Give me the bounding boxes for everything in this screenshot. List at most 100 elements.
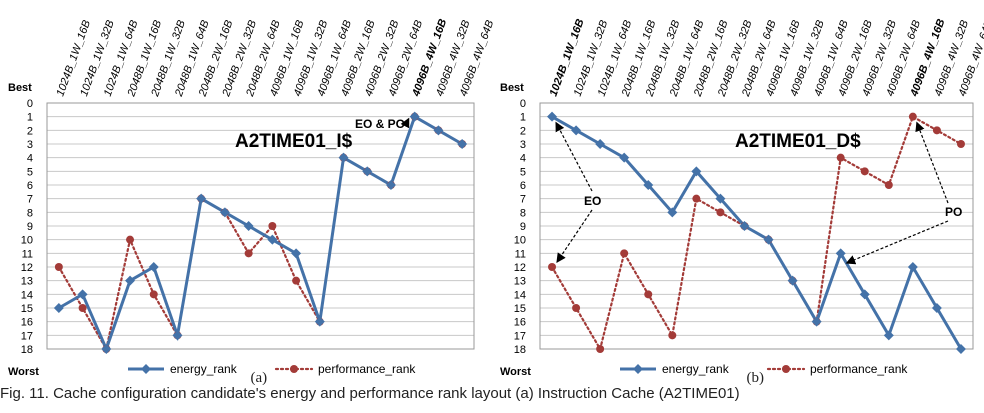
- chart-1-y-tick-label: 2: [27, 125, 33, 137]
- chart-1-point-energy: [385, 180, 396, 190]
- chart-2-y-tick-label: 8: [520, 207, 526, 219]
- chart-1-point-energy: [291, 248, 302, 259]
- chart-2-y-tick-label: 9: [520, 221, 526, 233]
- chart-2-legend-marker-performance: [782, 365, 790, 373]
- chart-1-point-energy: [148, 262, 159, 272]
- chart-1-point-energy: [433, 125, 444, 136]
- chart-2-point-performance: [956, 140, 965, 148]
- chart-1-y-tick-label: 9: [27, 221, 33, 233]
- chart-2-y-tick-label: 7: [520, 194, 526, 206]
- chart-2-annotation-arrow-eo-2: [556, 209, 593, 263]
- chart-2-point-performance: [548, 263, 557, 271]
- chart-2-point-performance: [884, 181, 893, 189]
- chart-2-annotation-label-po: PO: [945, 205, 962, 219]
- chart-1-point-energy: [362, 166, 373, 177]
- chart-2-annotation-arrow-eo-1: [555, 121, 593, 192]
- chart-1-y-tick-label: 4: [27, 153, 33, 165]
- chart-canvas: 0123456789101112131415161718BestWorst102…: [8, 17, 984, 385]
- chart-1-point-performance: [244, 249, 253, 258]
- chart-2-y-tick-label: 16: [514, 317, 526, 329]
- chart-2-point-energy: [835, 248, 846, 259]
- chart-1-y-tick-label: 16: [21, 317, 33, 329]
- chart-1-annotation-label: EO & PO: [355, 117, 405, 131]
- chart-2-point-performance: [716, 208, 725, 217]
- chart-2-y-tick-label: 11: [515, 248, 526, 260]
- chart-2-point-energy: [907, 262, 918, 272]
- chart-2-y-tick-label: 3: [520, 139, 526, 151]
- chart-2-worst-label: Worst: [500, 366, 531, 378]
- chart-2-legend-label-performance: performance_rank: [810, 362, 908, 376]
- chart-1-point-energy: [243, 221, 254, 231]
- chart-2-point-energy: [547, 111, 558, 122]
- chart-1-point-energy: [196, 193, 207, 204]
- chart-1-y-tick-label: 13: [21, 276, 33, 288]
- chart-2-point-performance: [908, 112, 917, 121]
- chart-1-point-energy: [457, 139, 468, 149]
- chart-2-legend-marker-energy: [633, 364, 643, 374]
- chart-2-point-performance: [644, 290, 653, 299]
- chart-2-point-performance: [692, 194, 701, 203]
- chart-2-plot-border: [539, 102, 974, 350]
- chart-1-point-performance: [292, 276, 301, 285]
- chart-1-legend-label-energy: energy_rank: [170, 362, 238, 376]
- chart-1-point-performance: [54, 263, 63, 271]
- chart-2-y-tick-label: 1: [520, 112, 526, 124]
- chart-2-point-performance: [572, 304, 581, 312]
- chart-2-y-tick-label: 10: [514, 235, 526, 247]
- chart-1-y-tick-label: 18: [21, 344, 33, 356]
- chart-1-point-energy: [219, 207, 230, 218]
- chart-2-y-tick-label: 0: [520, 98, 526, 110]
- chart-1-point-energy: [77, 289, 88, 300]
- chart-2-panel-label: (b): [747, 370, 765, 385]
- chart-2-y-tick-label: 13: [514, 276, 526, 288]
- chart-1-point-energy: [338, 152, 349, 163]
- chart-2-annotation-arrow-po-2: [845, 220, 949, 265]
- chart-2-point-energy: [811, 316, 822, 327]
- chart-2-point-energy: [715, 193, 726, 204]
- chart-2-legend-label-energy: energy_rank: [662, 362, 730, 376]
- chart-1-annotation-arrow: [400, 117, 410, 129]
- chart-1-series-line-energy: [58, 114, 463, 354]
- chart-1-y-tick-label: 1: [27, 112, 33, 124]
- chart-1-legend-marker-energy: [141, 364, 151, 374]
- chart-2-point-performance: [836, 153, 845, 162]
- chart-2-point-energy: [739, 221, 750, 231]
- chart-2-y-tick-label: 12: [514, 262, 526, 274]
- chart-2-point-energy: [691, 166, 702, 177]
- chart-2-y-tick-label: 15: [514, 303, 526, 315]
- chart-1-y-tick-label: 10: [21, 235, 33, 247]
- chart-1-point-energy: [53, 303, 64, 313]
- chart-2-annotation-label-eo: EO: [584, 194, 601, 208]
- chart-2-point-energy: [619, 152, 630, 163]
- chart-1-y-tick-label: 15: [21, 303, 33, 315]
- chart-2-point-performance: [860, 167, 869, 176]
- chart-1-point-energy: [314, 316, 325, 327]
- chart-2-annotation-arrow-po-1: [915, 121, 949, 204]
- chart-1-y-tick-label: 11: [22, 248, 33, 260]
- chart-1-point-energy: [101, 344, 112, 354]
- chart-2-point-energy: [763, 234, 774, 245]
- figure-caption: Fig. 11. Cache configuration candidate's…: [0, 385, 740, 402]
- chart-1-worst-label: Worst: [8, 366, 39, 378]
- chart-2-point-energy: [643, 180, 654, 190]
- chart-1-legend-label-performance: performance_rank: [318, 362, 416, 376]
- chart-2-y-tick-label: 6: [520, 180, 526, 192]
- chart-2-series-line-energy: [551, 115, 963, 350]
- chart-2-point-energy: [667, 207, 678, 218]
- chart-1-point-energy: [172, 330, 183, 341]
- chart-1-point-performance: [149, 290, 158, 299]
- chart-1-plot-border: [46, 102, 475, 350]
- chart-1-point-energy: [409, 111, 420, 122]
- chart-1-point-energy: [125, 275, 136, 286]
- chart-2-y-tick-label: 5: [520, 166, 526, 178]
- chart-1-legend-marker-performance: [290, 365, 298, 373]
- chart-2-point-performance: [596, 345, 605, 353]
- chart-2-point-energy: [859, 289, 870, 300]
- chart-2-y-tick-label: 4: [520, 153, 526, 165]
- chart-2-y-tick-label: 18: [514, 344, 526, 356]
- chart-2-y-tick-label: 2: [520, 125, 526, 137]
- chart-1-point-energy: [267, 234, 278, 245]
- chart-2-point-energy: [595, 139, 606, 149]
- chart-2-y-tick-label: 17: [514, 330, 526, 342]
